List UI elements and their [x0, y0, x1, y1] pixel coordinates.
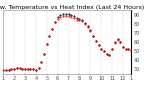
Title: Milw. Temperature vs Heat Index (Last 24 Hours): Milw. Temperature vs Heat Index (Last 24…: [0, 5, 144, 10]
